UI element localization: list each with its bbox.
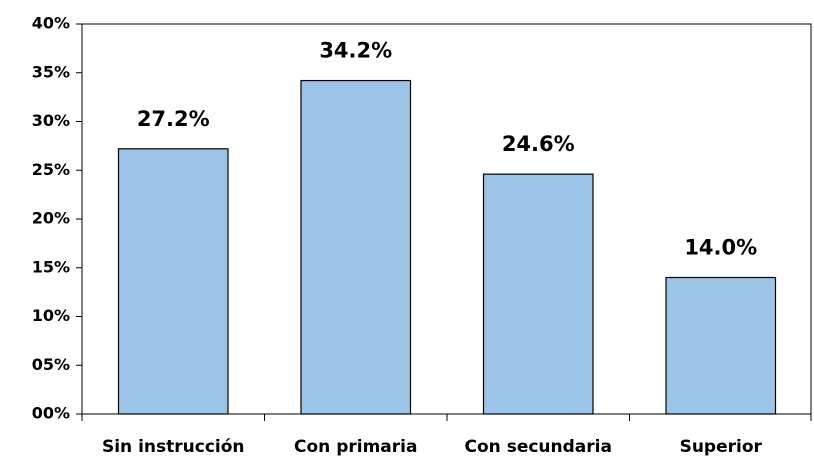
y-tick-label: 35%: [32, 62, 70, 81]
value-label: 27.2%: [137, 107, 210, 131]
y-tick-label: 30%: [32, 111, 70, 130]
y-tick-label: 20%: [32, 209, 70, 228]
y-tick-label: 05%: [32, 355, 70, 374]
y-tick-label: 10%: [32, 306, 70, 325]
x-tick-label: Sin instrucción: [102, 437, 245, 457]
bar: [300, 79, 412, 415]
y-tick-label: 25%: [32, 160, 70, 179]
x-tick-label: Con primaria: [294, 437, 417, 457]
bar: [482, 173, 594, 415]
y-tick-label: 00%: [32, 404, 70, 423]
x-tick-label: Superior: [680, 437, 763, 457]
value-label: 24.6%: [502, 132, 575, 156]
bar: [665, 276, 777, 415]
value-label: 34.2%: [319, 39, 392, 63]
value-label: 14.0%: [684, 236, 757, 260]
x-tick-label: Con secundaria: [465, 437, 612, 457]
y-tick-label: 40%: [32, 14, 70, 33]
y-tick-label: 15%: [32, 257, 70, 276]
bar: [117, 148, 229, 415]
